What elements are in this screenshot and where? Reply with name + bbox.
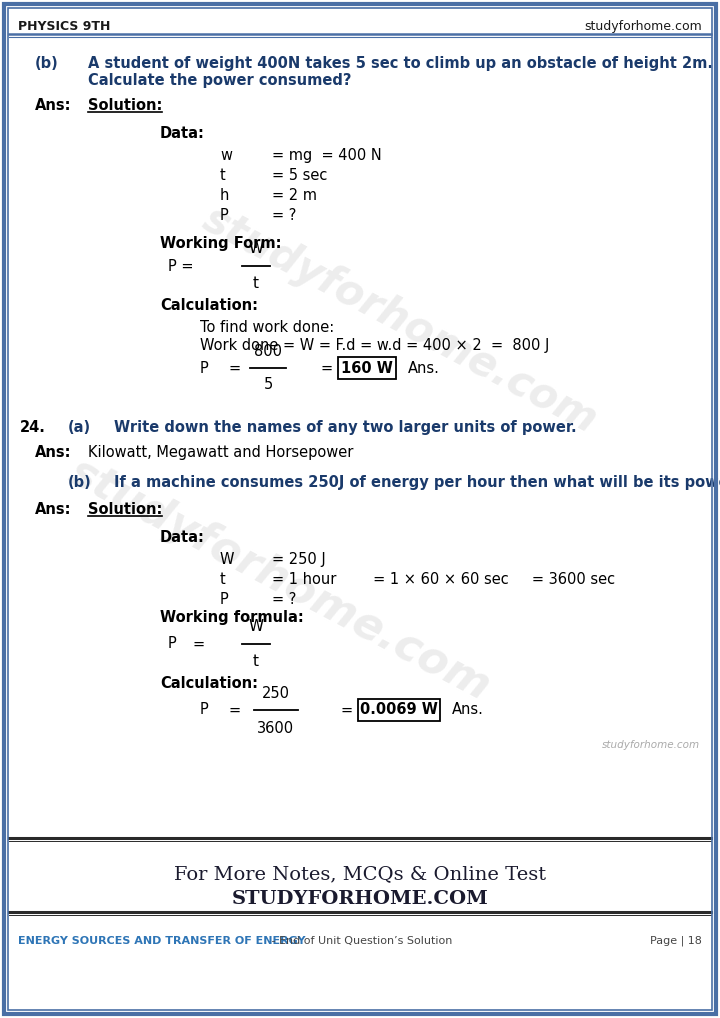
Text: Data:: Data: bbox=[160, 126, 205, 142]
Text: studyforhome.com: studyforhome.com bbox=[584, 19, 702, 33]
Text: P: P bbox=[220, 208, 229, 223]
Text: = ?: = ? bbox=[272, 208, 297, 223]
Text: 250: 250 bbox=[262, 686, 290, 701]
Text: P: P bbox=[220, 592, 229, 607]
Text: Ans:: Ans: bbox=[35, 445, 71, 460]
Text: h: h bbox=[220, 188, 230, 203]
Text: Write down the names of any two larger units of power.: Write down the names of any two larger u… bbox=[114, 420, 577, 435]
Text: (b): (b) bbox=[68, 475, 91, 490]
Text: = 1 hour: = 1 hour bbox=[272, 572, 336, 587]
Text: - End of Unit Question’s Solution: - End of Unit Question’s Solution bbox=[268, 936, 452, 946]
Text: Calculate the power consumed?: Calculate the power consumed? bbox=[88, 73, 351, 88]
Text: studyforhome.com: studyforhome.com bbox=[602, 740, 700, 750]
Text: Solution:: Solution: bbox=[88, 98, 163, 113]
Text: Ans.: Ans. bbox=[408, 360, 440, 376]
Text: 5: 5 bbox=[264, 377, 273, 392]
Text: = mg  = 400 N: = mg = 400 N bbox=[272, 148, 382, 163]
Text: 160 W: 160 W bbox=[341, 360, 393, 376]
Text: 800: 800 bbox=[254, 344, 282, 359]
Text: = 1 × 60 × 60 sec: = 1 × 60 × 60 sec bbox=[350, 572, 509, 587]
Text: Data:: Data: bbox=[160, 530, 205, 545]
Text: STUDYFORHOME.COM: STUDYFORHOME.COM bbox=[232, 890, 488, 908]
Text: P: P bbox=[168, 636, 176, 652]
Text: PHYSICS 9TH: PHYSICS 9TH bbox=[18, 19, 110, 33]
Text: Ans:: Ans: bbox=[35, 98, 71, 113]
Text: P =: P = bbox=[168, 259, 194, 274]
Text: W: W bbox=[248, 241, 264, 256]
Text: P: P bbox=[200, 360, 209, 376]
Text: Work done = W = F.d = w.d = 400 × 2  =  800 J: Work done = W = F.d = w.d = 400 × 2 = 80… bbox=[200, 338, 549, 353]
Text: =: = bbox=[340, 702, 352, 718]
Text: ENERGY SOURCES AND TRANSFER OF ENERGY: ENERGY SOURCES AND TRANSFER OF ENERGY bbox=[18, 936, 305, 946]
Text: =: = bbox=[228, 360, 240, 376]
Text: t: t bbox=[253, 276, 259, 291]
Text: t: t bbox=[220, 572, 226, 587]
Text: = ?: = ? bbox=[272, 592, 297, 607]
Text: =: = bbox=[192, 636, 204, 652]
Text: Solution:: Solution: bbox=[88, 502, 163, 517]
Text: W: W bbox=[220, 552, 235, 567]
Text: (a): (a) bbox=[68, 420, 91, 435]
Text: Calculation:: Calculation: bbox=[160, 298, 258, 313]
Bar bbox=[338, 357, 396, 379]
Text: 3600: 3600 bbox=[258, 721, 294, 736]
Text: = 3600 sec: = 3600 sec bbox=[518, 572, 615, 587]
Bar bbox=[358, 699, 440, 721]
Text: = 5 sec: = 5 sec bbox=[272, 168, 328, 183]
Text: Page | 18: Page | 18 bbox=[650, 936, 702, 947]
Text: 0.0069 W: 0.0069 W bbox=[360, 702, 438, 718]
Text: To find work done:: To find work done: bbox=[200, 320, 334, 335]
Text: Ans:: Ans: bbox=[35, 502, 71, 517]
Text: W: W bbox=[248, 619, 264, 634]
Text: studyforhome.com: studyforhome.com bbox=[62, 450, 498, 710]
Text: studyforhome.com: studyforhome.com bbox=[196, 197, 604, 442]
Text: A student of weight 400N takes 5 sec to climb up an obstacle of height 2m.: A student of weight 400N takes 5 sec to … bbox=[88, 56, 713, 71]
Text: (b): (b) bbox=[35, 56, 59, 71]
Text: Working Form:: Working Form: bbox=[160, 236, 282, 251]
Text: 24.: 24. bbox=[20, 420, 46, 435]
Text: Working formula:: Working formula: bbox=[160, 610, 304, 625]
Text: P: P bbox=[200, 702, 209, 718]
Text: Ans.: Ans. bbox=[452, 702, 484, 718]
Text: = 2 m: = 2 m bbox=[272, 188, 317, 203]
Text: Kilowatt, Megawatt and Horsepower: Kilowatt, Megawatt and Horsepower bbox=[88, 445, 354, 460]
Text: = 250 J: = 250 J bbox=[272, 552, 325, 567]
Text: =: = bbox=[320, 360, 332, 376]
Text: t: t bbox=[253, 654, 259, 669]
Text: =: = bbox=[228, 702, 240, 718]
Text: t: t bbox=[220, 168, 226, 183]
Text: Calculation:: Calculation: bbox=[160, 676, 258, 691]
Text: For More Notes, MCQs & Online Test: For More Notes, MCQs & Online Test bbox=[174, 865, 546, 883]
Text: w: w bbox=[220, 148, 232, 163]
Text: If a machine consumes 250J of energy per hour then what will be its power?: If a machine consumes 250J of energy per… bbox=[114, 475, 720, 490]
